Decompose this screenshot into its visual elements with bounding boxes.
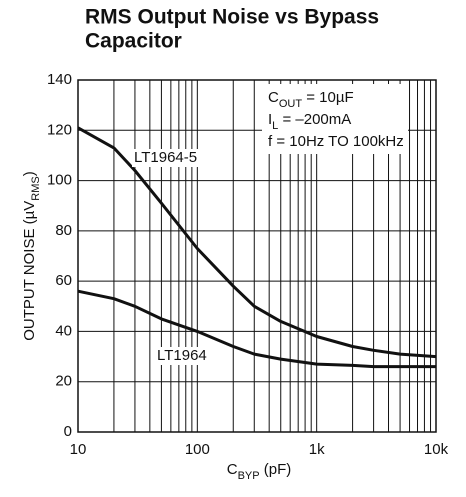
- chart-title: Capacitor: [85, 30, 182, 53]
- y-tick-label: 100: [47, 172, 72, 189]
- annotation-part: L: [272, 120, 278, 132]
- annotation-part: OUT: [279, 98, 303, 110]
- y-axis-label-part: ): [21, 171, 38, 176]
- x-tick-label: 10k: [424, 441, 449, 458]
- y-axis-label: OUTPUT NOISE (µVRMS): [21, 171, 42, 341]
- annotation-part: = 10µF: [302, 89, 354, 106]
- y-axis-label-part: RMS: [30, 176, 42, 200]
- y-tick-label: 40: [55, 322, 72, 339]
- line: [77, 126, 437, 359]
- x-tick-label: 10: [70, 441, 87, 458]
- y-tick-label: 60: [55, 272, 72, 289]
- annotation: COUT = 10µF: [268, 89, 354, 110]
- x-tick-label: 100: [185, 441, 210, 458]
- plot-frame: [77, 79, 437, 433]
- y-axis-label-part: OUTPUT NOISE (µV: [21, 201, 38, 341]
- series-label-bg: [155, 347, 229, 365]
- series-label: LT1964: [157, 347, 207, 364]
- annotation-part: C: [268, 89, 279, 106]
- annotation: f = 10Hz TO 100kHz: [268, 133, 404, 150]
- line: [77, 289, 436, 369]
- chart-title: RMS Output Noise vs Bypass: [85, 6, 379, 29]
- annotation-part: f = 10Hz TO 100kHz: [268, 133, 404, 150]
- annotation-part: = –200mA: [278, 111, 351, 128]
- y-tick-label: 0: [64, 423, 72, 440]
- annotation-box: [262, 84, 408, 154]
- y-tick-label: 20: [55, 373, 72, 390]
- annotation-part: I: [268, 111, 272, 128]
- x-axis-label-part: BYP: [238, 470, 260, 482]
- series-label: LT1964-5: [134, 149, 197, 166]
- x-axis-label-part: C: [227, 461, 238, 478]
- annotation: IL = –200mA: [268, 111, 351, 132]
- x-axis-label-part: (pF): [260, 461, 292, 478]
- series-label-bg: [132, 149, 220, 167]
- y-tick-label: 120: [47, 121, 72, 138]
- y-tick-label: 140: [47, 71, 72, 88]
- x-tick-label: 1k: [309, 441, 325, 458]
- y-tick-label: 80: [55, 222, 72, 239]
- x-axis-label: CBYP (pF): [227, 461, 292, 482]
